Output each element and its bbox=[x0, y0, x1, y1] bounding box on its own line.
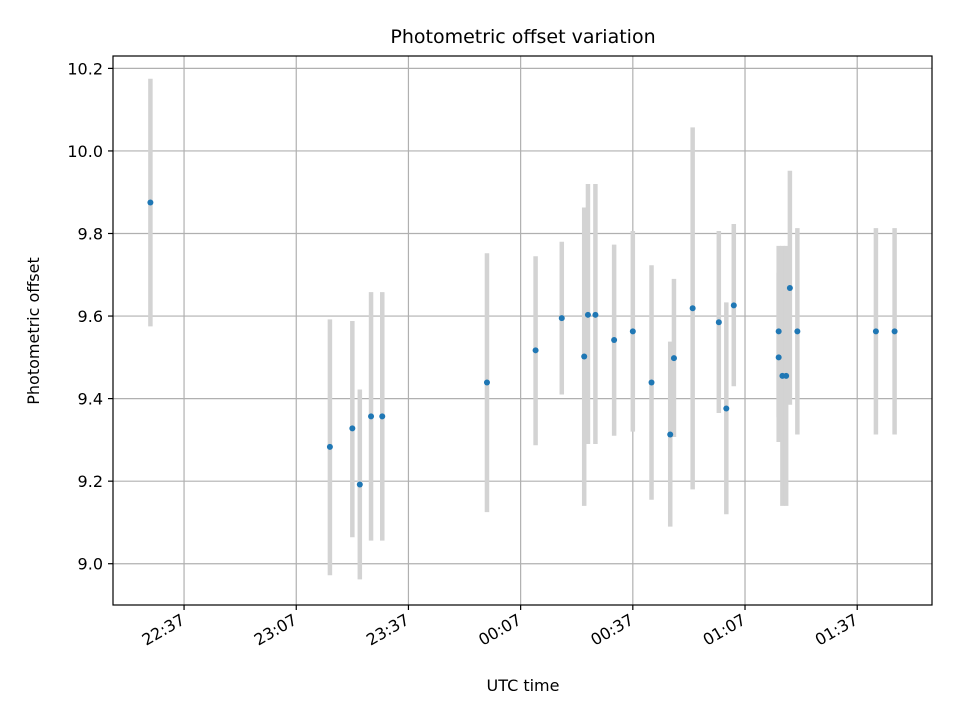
data-point bbox=[483, 379, 490, 386]
grid bbox=[113, 56, 932, 605]
data-point bbox=[581, 353, 588, 360]
data-point bbox=[670, 355, 677, 362]
y-axis-title: Photometric offset bbox=[24, 257, 43, 405]
data-point bbox=[558, 315, 565, 322]
data-point bbox=[368, 413, 375, 420]
y-tick-label: 10.2 bbox=[67, 59, 103, 78]
data-point bbox=[584, 311, 591, 318]
y-tick-label: 9.2 bbox=[78, 472, 103, 491]
y-tick-label: 9.0 bbox=[78, 555, 103, 574]
data-points bbox=[147, 199, 898, 488]
data-point bbox=[147, 199, 154, 206]
y-axis: 9.0 9.2 9.4 9.6 9.8 10.0 10.2 bbox=[67, 59, 113, 574]
data-point bbox=[592, 311, 599, 318]
y-tick-label: 9.4 bbox=[78, 390, 103, 409]
data-point bbox=[775, 354, 782, 361]
y-tick-label: 10.0 bbox=[67, 142, 103, 161]
data-point bbox=[611, 336, 618, 343]
data-point bbox=[349, 425, 356, 432]
data-point bbox=[356, 481, 363, 488]
data-point bbox=[648, 379, 655, 386]
data-point bbox=[629, 328, 636, 335]
data-point bbox=[786, 284, 793, 291]
data-point bbox=[794, 328, 801, 335]
y-tick-label: 9.8 bbox=[78, 224, 103, 243]
data-point bbox=[730, 302, 737, 309]
data-point bbox=[783, 372, 790, 379]
data-point bbox=[689, 305, 696, 312]
data-point bbox=[715, 319, 722, 326]
data-point bbox=[667, 431, 674, 438]
x-axis-title: UTC time bbox=[487, 676, 560, 695]
y-tick-label: 9.6 bbox=[78, 307, 103, 326]
data-point bbox=[872, 328, 879, 335]
data-point bbox=[723, 405, 730, 412]
data-point bbox=[775, 328, 782, 335]
data-point bbox=[379, 413, 386, 420]
data-point bbox=[532, 347, 539, 354]
data-point bbox=[326, 443, 333, 450]
plot-frame bbox=[112, 55, 933, 606]
chart-title: Photometric offset variation bbox=[390, 26, 655, 48]
data-point bbox=[891, 328, 898, 335]
